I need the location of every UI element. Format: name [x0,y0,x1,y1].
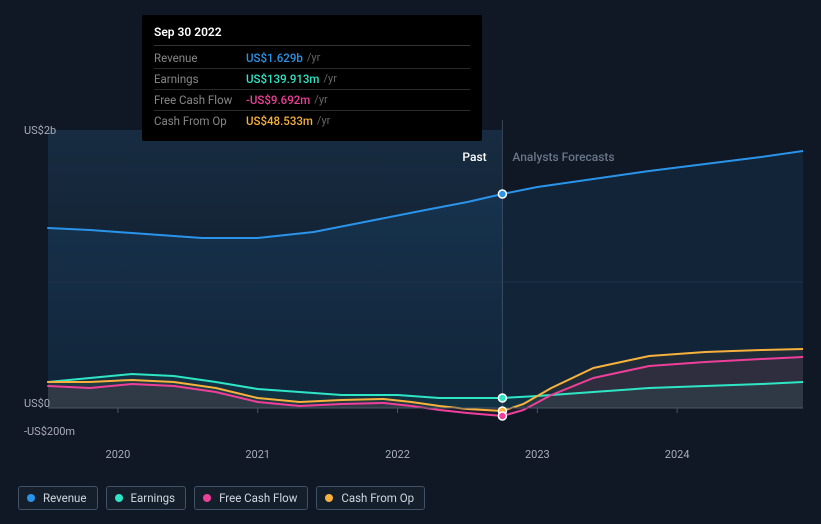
tooltip-title: Sep 30 2022 [154,25,470,46]
legend-dot-icon [27,494,35,502]
tooltip-row-label: Earnings [154,72,246,86]
legend-label: Revenue [43,491,87,505]
marker-revenue [498,190,506,198]
tooltip-row-unit: /yr [314,93,327,107]
tooltip-row-label: Revenue [154,51,246,65]
tooltip-row-value: US$48.533m [246,114,313,128]
tooltip-rows: RevenueUS$1.629b/yrEarningsUS$139.913m/y… [154,48,470,131]
chart-area[interactable]: US$2b US$0 -US$200m Past Analysts Forecast… [18,120,803,460]
legend-item-fcf[interactable]: Free Cash Flow [194,486,308,510]
legend-dot-icon [203,494,211,502]
tooltip-row-unit: /yr [323,72,336,86]
x-axis-label: 2024 [665,448,690,461]
tooltip-row-unit: /yr [317,114,330,128]
tooltip-row: Cash From OpUS$48.533m/yr [154,111,470,131]
tooltip-row: Free Cash Flow-US$9.692m/yr [154,90,470,111]
legend-item-revenue[interactable]: Revenue [18,486,98,510]
tooltip-row-label: Free Cash Flow [154,93,246,107]
tooltip-row-value: -US$9.692m [246,93,310,107]
legend: Revenue Earnings Free Cash Flow Cash From O… [18,486,425,510]
y-axis-label: US$0 [24,397,50,410]
chart-svg [18,120,803,460]
marker-fcf [498,412,506,420]
legend-label: Earnings [131,491,176,505]
y-axis-label: US$2b [24,124,56,137]
marker-earnings [498,394,506,402]
tooltip-row-value: US$1.629b [246,51,303,65]
legend-dot-icon [325,494,333,502]
legend-item-earnings[interactable]: Earnings [106,486,187,510]
legend-label: Cash From Op [341,491,414,505]
forecast-label: Analysts Forecasts [512,150,614,164]
legend-dot-icon [115,494,123,502]
tooltip-row-unit: /yr [307,51,320,65]
x-axis-label: 2023 [525,448,550,461]
legend-label: Free Cash Flow [219,491,297,505]
x-axis-label: 2020 [106,448,131,461]
y-axis-label: -US$200m [24,425,75,438]
x-axis-label: 2022 [385,448,410,461]
tooltip-row: EarningsUS$139.913m/yr [154,69,470,90]
tooltip-row: RevenueUS$1.629b/yr [154,48,470,69]
chart-container: Sep 30 2022 RevenueUS$1.629b/yrEarningsU… [0,0,821,524]
x-axis-label: 2021 [245,448,270,461]
chart-tooltip: Sep 30 2022 RevenueUS$1.629b/yrEarningsU… [142,15,482,141]
tooltip-row-label: Cash From Op [154,114,246,128]
tooltip-row-value: US$139.913m [246,72,319,86]
legend-item-cfo[interactable]: Cash From Op [316,486,425,510]
past-label: Past [462,150,486,164]
